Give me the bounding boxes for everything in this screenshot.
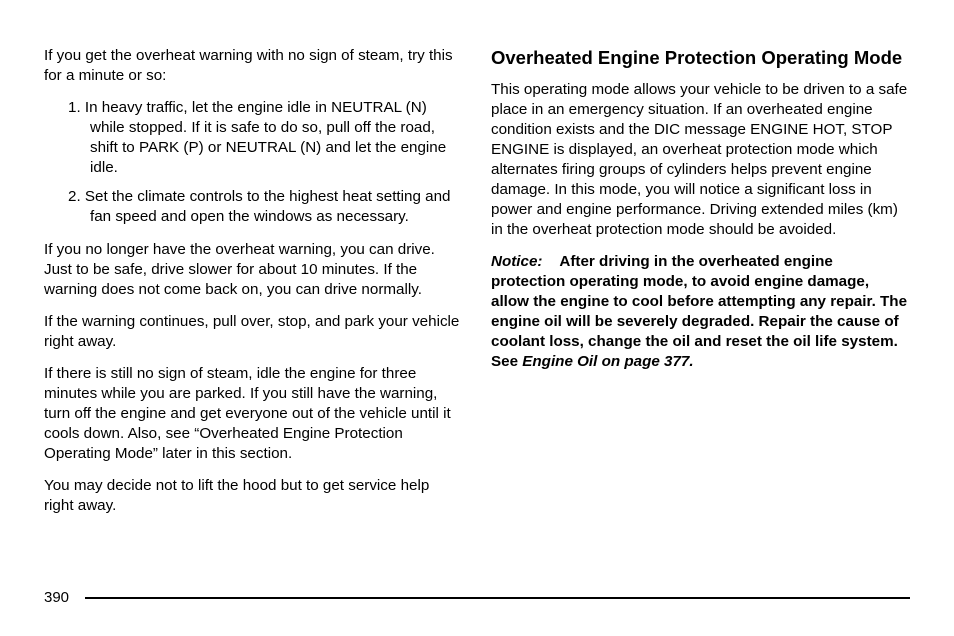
paragraph: If there is still no sign of steam, idle… [44,364,463,464]
cross-reference: Engine Oil on page 377. [522,353,693,370]
page-footer: 390 [44,589,910,606]
paragraph: You may decide not to lift the hood but … [44,476,463,516]
page-number: 390 [44,589,69,606]
list-text: Set the climate controls to the highest … [85,188,451,225]
notice-spacer [547,253,560,270]
left-column: If you get the overheat warning with no … [44,46,463,528]
page-body: If you get the overheat warning with no … [0,0,954,528]
footer-rule [85,597,910,599]
notice-paragraph: Notice: After driving in the overheated … [491,252,910,372]
intro-paragraph: If you get the overheat warning with no … [44,46,463,86]
list-number: 1. [68,99,85,116]
list-item: 2. Set the climate controls to the highe… [86,187,463,227]
paragraph: If the warning continues, pull over, sto… [44,312,463,352]
list-item: 1. In heavy traffic, let the engine idle… [86,98,463,178]
right-column: Overheated Engine Protection Operating M… [491,46,910,528]
notice-label: Notice: [491,253,542,270]
numbered-list: 1. In heavy traffic, let the engine idle… [44,98,463,227]
paragraph: If you no longer have the overheat warni… [44,240,463,300]
paragraph: This operating mode allows your vehicle … [491,80,910,241]
list-number: 2. [68,188,85,205]
list-text: In heavy traffic, let the engine idle in… [85,99,446,176]
section-heading: Overheated Engine Protection Operating M… [491,46,910,70]
